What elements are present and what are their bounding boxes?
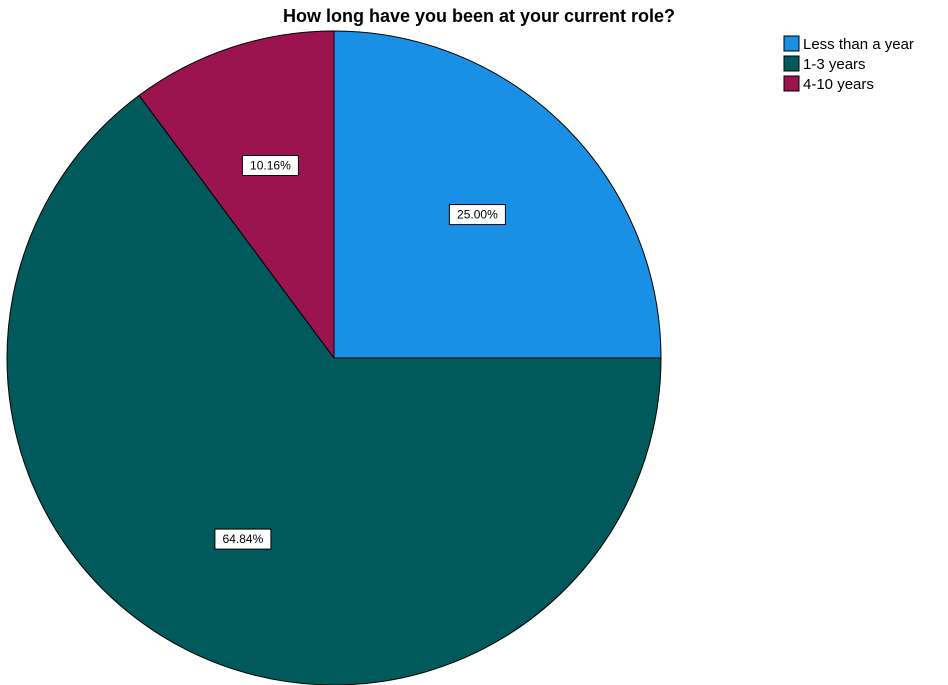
data-label-box — [214, 528, 272, 550]
pie-slice-1-3-years — [6, 94, 662, 685]
pie-slice-less-than-a-year — [333, 30, 662, 359]
data-label-box — [241, 155, 299, 176]
data-label-1-3-years: 64.84% — [214, 528, 272, 550]
legend-label: 4-10 years — [803, 76, 874, 93]
legend-swatch — [783, 75, 800, 92]
legend-swatch — [783, 55, 800, 72]
legend-label: Less than a year — [803, 36, 914, 53]
chart-title: How long have you been at your current r… — [283, 6, 675, 26]
data-label-text: 64.84% — [223, 532, 264, 546]
legend-item-less-than-a-year: Less than a year — [783, 35, 914, 53]
legend-swatch — [783, 35, 800, 52]
pie-data-labels: 25.00% 64.84% 10.16% — [214, 155, 506, 550]
legend-label: 1-3 years — [803, 56, 866, 73]
legend-item-1-3-years: 1-3 years — [783, 55, 866, 73]
pie-slices — [6, 30, 662, 685]
data-label-text: 10.16% — [250, 159, 291, 173]
data-label-4-10-years: 10.16% — [241, 155, 299, 176]
legend-item-4-10-years: 4-10 years — [783, 75, 874, 93]
data-label-less-than-a-year: 25.00% — [448, 204, 506, 226]
legend: Less than a year 1-3 years 4-10 years — [783, 35, 914, 93]
pie-slice-4-10-years — [138, 30, 335, 360]
data-label-text: 25.00% — [457, 208, 498, 222]
data-label-box — [448, 204, 506, 226]
